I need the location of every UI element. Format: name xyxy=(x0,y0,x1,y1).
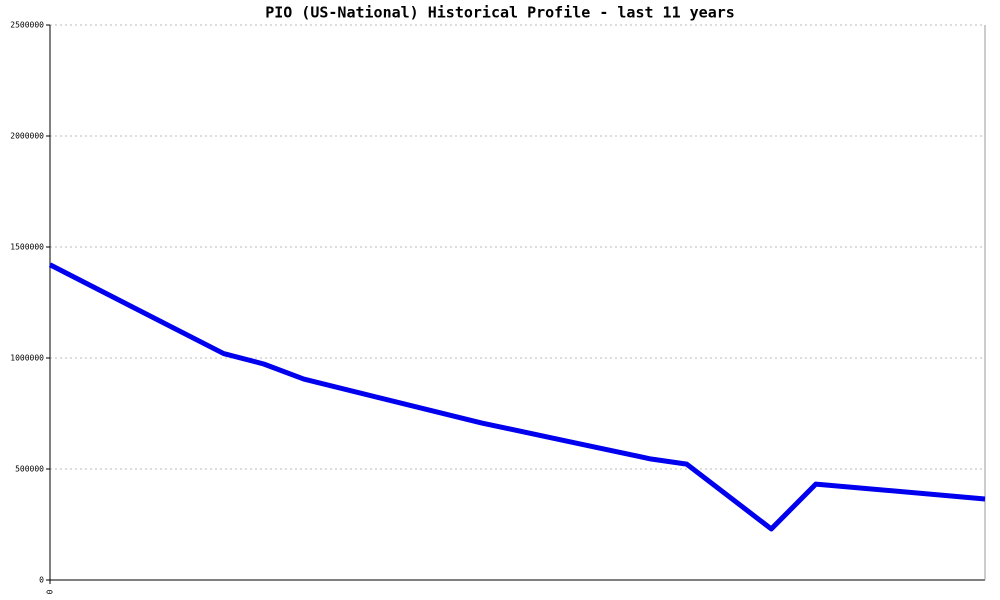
y-tick-label: 1500000 xyxy=(10,243,44,252)
data-line xyxy=(48,262,986,532)
y-tick-label: 2500000 xyxy=(10,21,44,30)
y-tick-label: 1000000 xyxy=(10,354,44,363)
x-tick-label: 0 xyxy=(46,589,55,594)
y-tick-label: 500000 xyxy=(15,465,44,474)
y-tick-label: 2000000 xyxy=(10,132,44,141)
chart-title: PIO (US-National) Historical Profile - l… xyxy=(265,4,735,22)
y-tick-label: 0 xyxy=(39,576,44,585)
